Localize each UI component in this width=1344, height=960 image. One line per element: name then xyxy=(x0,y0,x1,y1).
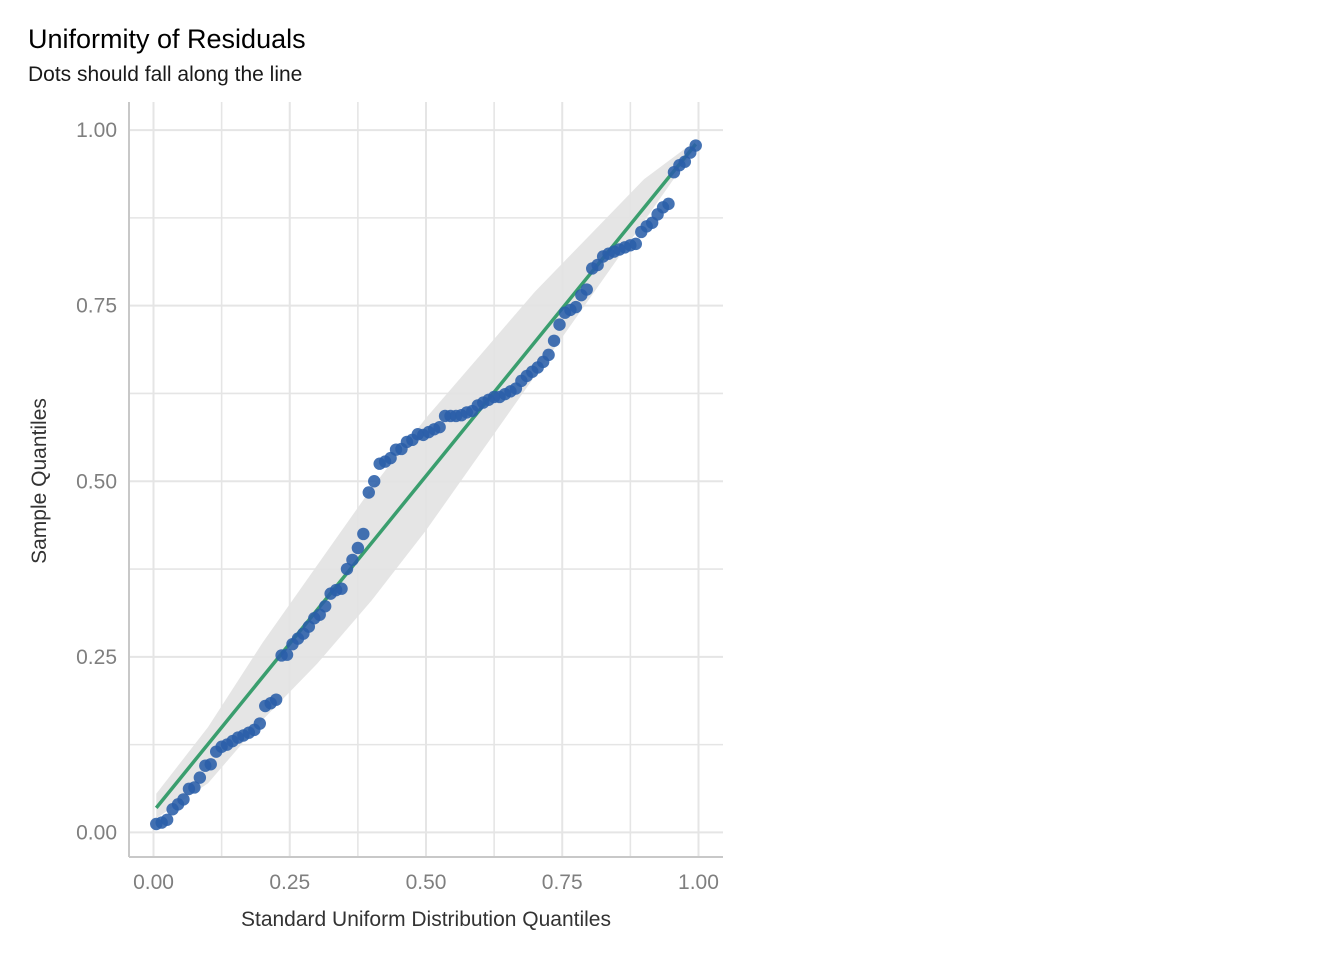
data-point xyxy=(678,155,692,168)
y-tick-label: 0.00 xyxy=(76,821,117,844)
data-point xyxy=(188,781,201,794)
data-point xyxy=(160,813,174,826)
data-point xyxy=(569,300,583,314)
data-point xyxy=(204,758,217,771)
data-point xyxy=(547,334,561,347)
grid xyxy=(129,102,723,857)
axes xyxy=(128,102,723,858)
data-point xyxy=(357,527,370,541)
data-point xyxy=(368,475,381,488)
data-point xyxy=(542,348,555,362)
data-point xyxy=(433,420,446,434)
chart-subtitle: Dots should fall along the line xyxy=(28,63,303,86)
data-point xyxy=(553,318,566,331)
chart-title: Uniformity of Residuals xyxy=(28,24,306,54)
data-point xyxy=(629,237,643,251)
y-tick-label: 0.25 xyxy=(76,646,117,669)
data-point xyxy=(280,648,294,661)
data-points xyxy=(150,139,702,831)
data-point xyxy=(340,562,354,576)
x-axis-title: Standard Uniform Distribution Quantiles xyxy=(241,908,611,931)
data-point xyxy=(362,486,375,499)
data-point xyxy=(193,771,207,784)
y-tick-label: 1.00 xyxy=(76,119,117,142)
data-point xyxy=(689,139,702,152)
x-tick-label: 0.00 xyxy=(133,871,174,894)
x-tick-label: 0.25 xyxy=(269,871,310,894)
y-axis-title: Sample Quantiles xyxy=(28,398,51,564)
data-point xyxy=(580,283,593,296)
data-point xyxy=(177,793,190,806)
y-tick-label: 0.50 xyxy=(76,470,117,493)
x-tick-label: 1.00 xyxy=(678,871,719,894)
tick-labels: 0.00 0.25 0.50 0.75 1.00 0.00 0.25 0.50 0.75 1.00 xyxy=(76,119,719,894)
data-point xyxy=(346,553,359,567)
y-tick-label: 0.75 xyxy=(76,295,117,318)
data-point xyxy=(351,541,365,555)
data-point xyxy=(253,717,266,730)
data-point xyxy=(335,582,348,595)
data-point xyxy=(269,693,283,706)
data-point xyxy=(318,600,332,613)
x-tick-label: 0.75 xyxy=(542,871,583,894)
x-tick-label: 0.50 xyxy=(406,871,447,894)
data-point xyxy=(662,197,675,211)
